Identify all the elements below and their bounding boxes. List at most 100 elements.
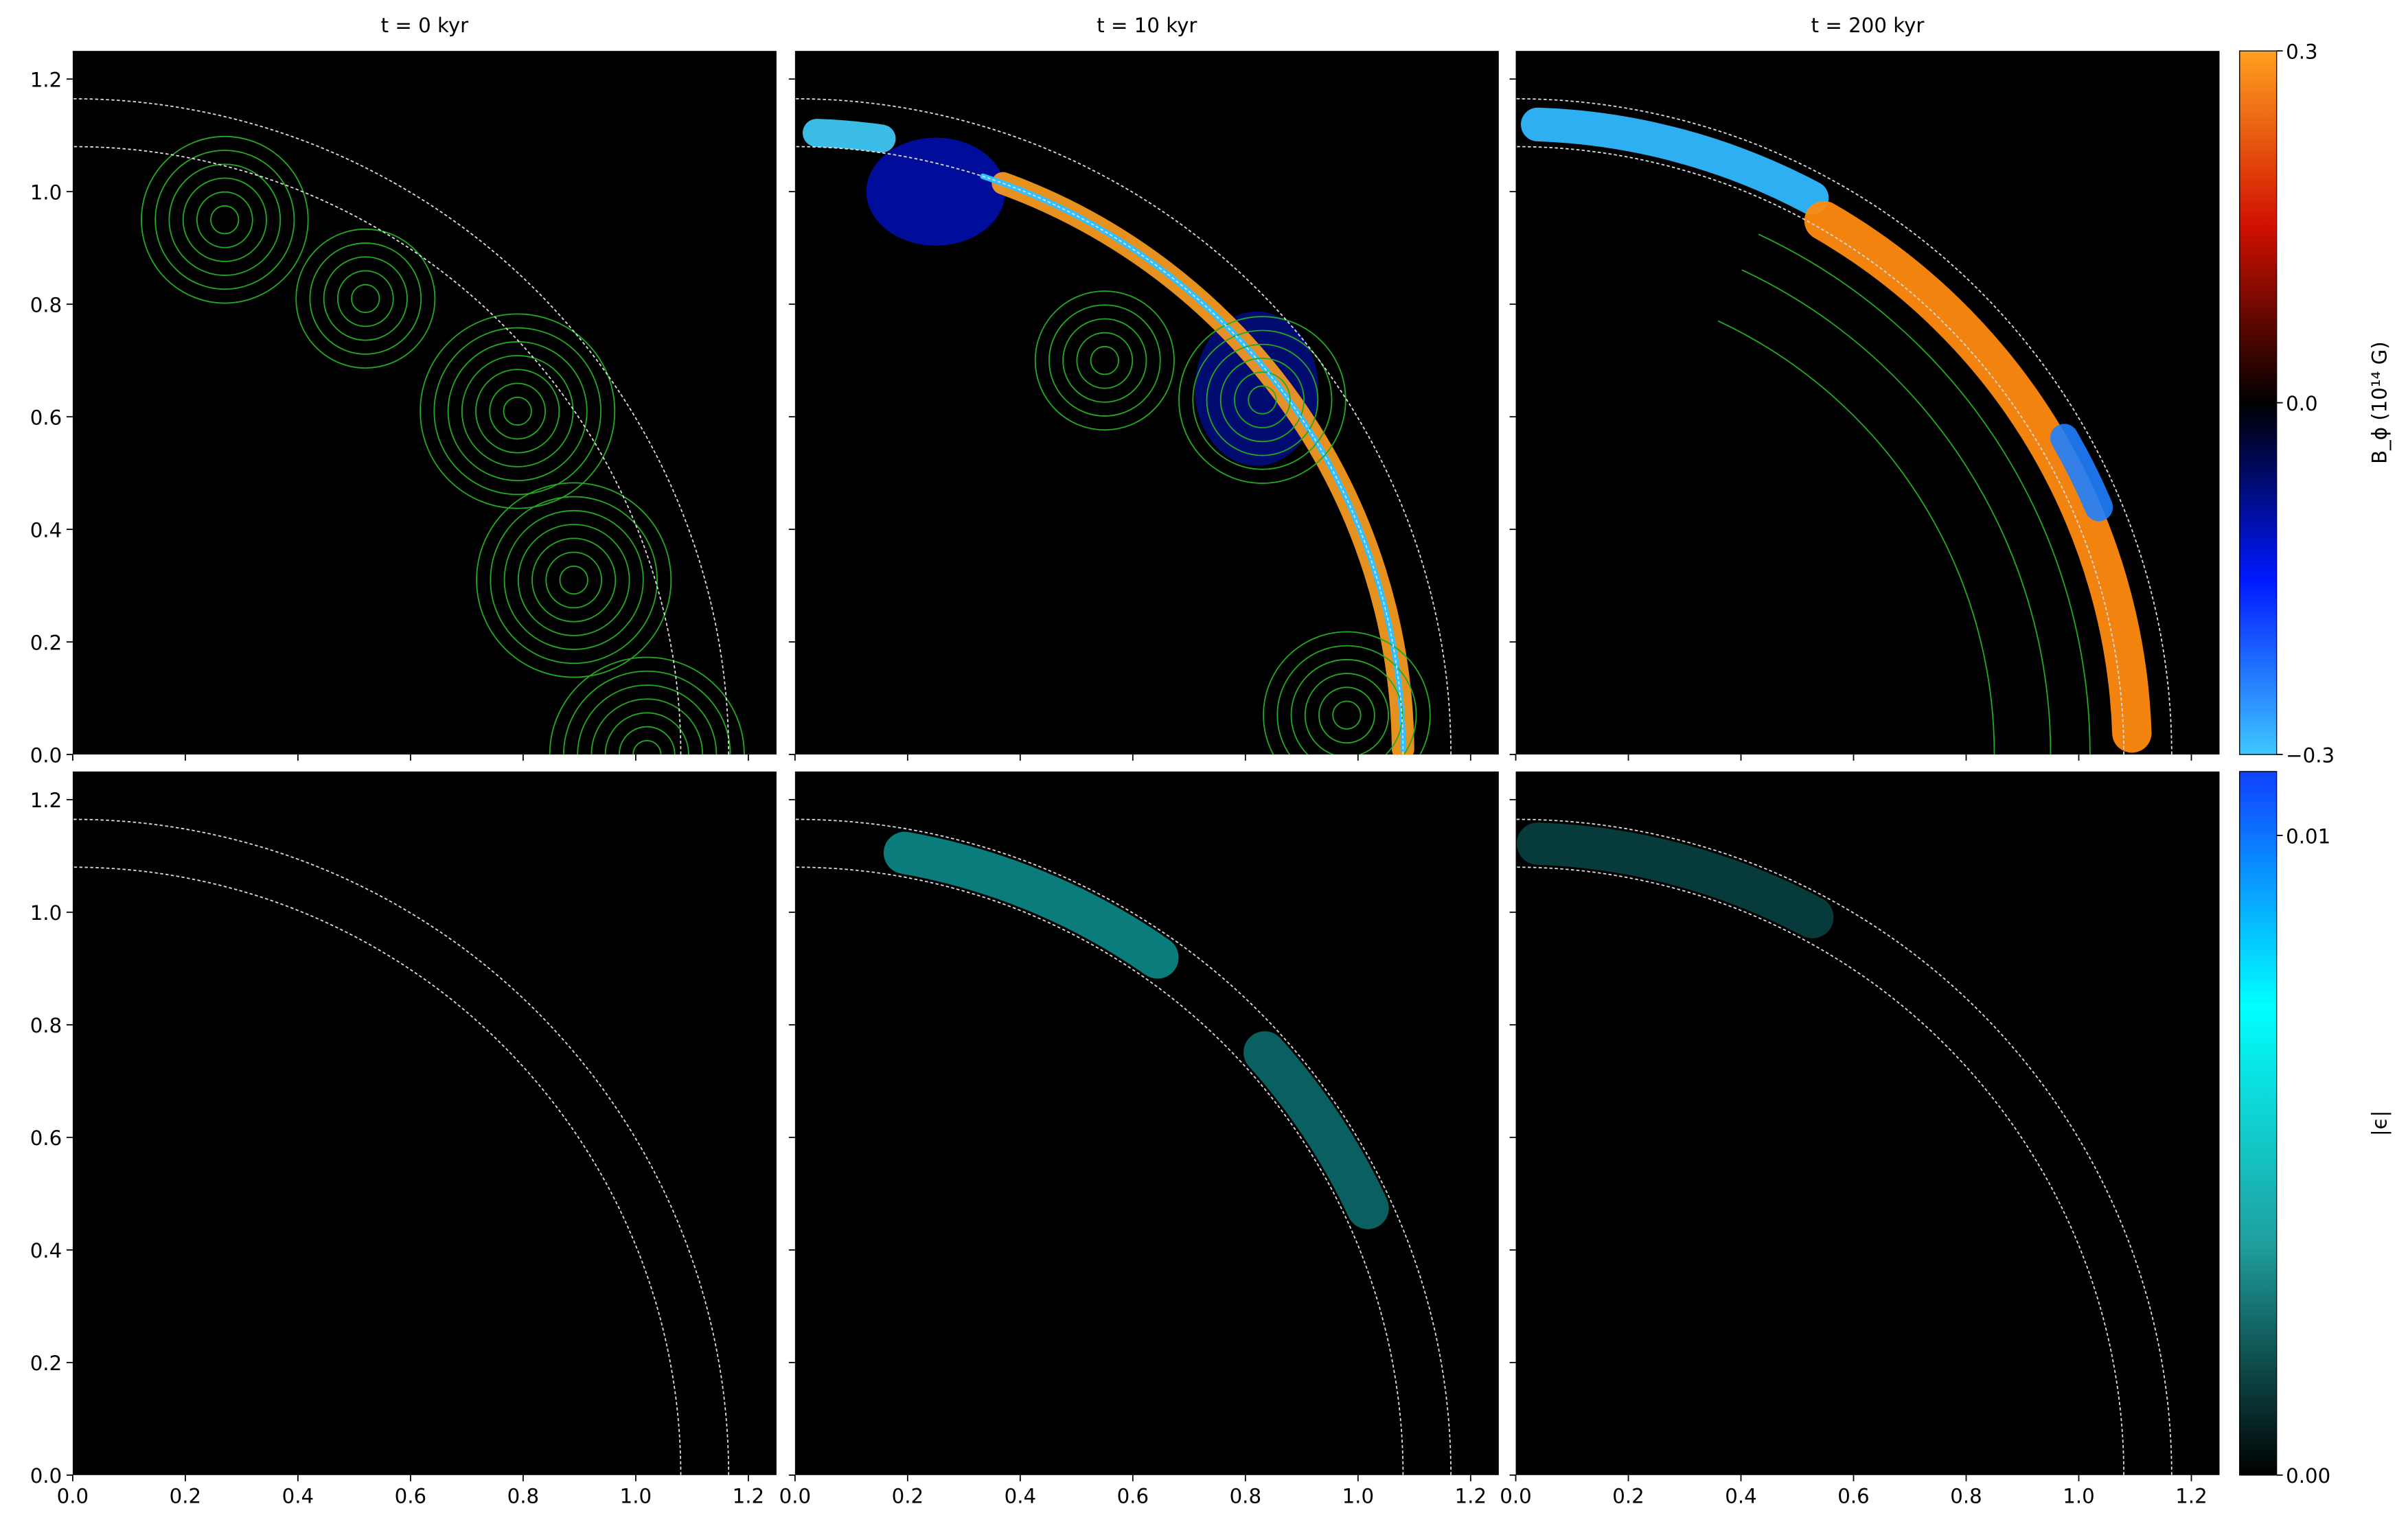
x-tick-label: 0.2 [1612,1484,1644,1507]
x-tick-label: 0.0 [57,1484,89,1507]
field-line [433,327,601,496]
field-line [461,355,574,467]
field-blob [1195,311,1319,466]
x-tick-label: 0.4 [1005,1484,1036,1507]
field-line [475,369,560,454]
field-line [503,509,644,650]
field-blob [866,137,1005,246]
panel-content [1515,818,2172,1475]
field-line [182,177,267,262]
x-tick-label: 0.0 [779,1484,811,1507]
y-tick-label: 0.8 [30,293,62,316]
y-tick-label: 1.0 [30,181,62,204]
y-tick-label: 1.2 [30,68,62,91]
field-band [2050,424,2113,522]
y-tick-label: 0.8 [30,1014,62,1037]
field-line [141,135,309,304]
x-tick-label: 1.0 [1342,1484,1374,1507]
shell-boundary [72,818,730,1475]
x-tick-label: 1.2 [2175,1484,2207,1507]
shell-boundary [1515,866,2124,1475]
shell-boundary [794,818,1452,1475]
panel-background [72,51,777,755]
colorbar-tick-label: 0.00 [2286,1464,2330,1488]
y-tick-label: 0.2 [30,631,62,654]
field-line [1048,304,1161,417]
field-line [309,242,422,355]
colorbar [2239,771,2278,1476]
strain-band [883,831,1179,979]
x-tick-label: 1.2 [1455,1484,1487,1507]
field-line [1304,673,1389,755]
field-line [476,482,672,678]
x-tick-label: 1.0 [2063,1484,2094,1507]
field-line [545,551,603,609]
field-line [531,537,617,623]
shell-boundary [1515,146,2124,755]
shell-boundary [794,97,1452,755]
field-line [336,270,394,327]
field-line [1234,371,1291,428]
shell-boundary [72,866,682,1475]
field-line [604,712,689,755]
x-tick-label: 0.8 [507,1484,539,1507]
field-line [154,150,295,290]
y-tick-label: 1.0 [30,901,62,925]
field-band [1804,200,2152,753]
colorbar-tick-label: 0.0 [2286,392,2317,415]
field-line [1090,346,1119,375]
colorbar-label: B_ϕ (10¹⁴ G) [2367,341,2391,464]
field-line [1248,385,1277,415]
field-line [1741,269,2052,755]
colorbar-tick-label: 0.01 [2286,824,2330,848]
field-band [802,119,896,153]
y-tick-label: 0.4 [30,518,62,542]
x-tick-label: 1.0 [620,1484,652,1507]
field-line [1219,357,1305,443]
x-tick-label: 0.6 [1117,1484,1149,1507]
panel-content [72,97,745,755]
panel-background [1515,771,2220,1475]
field-line [1263,631,1431,755]
field-line [1318,686,1375,744]
y-tick-label: 0.0 [30,743,62,767]
shell-boundary [72,146,682,755]
shell-boundary [1515,97,2172,755]
field-line [1276,645,1417,755]
y-tick-label: 0.0 [30,1464,62,1488]
shell-boundary [794,866,1404,1475]
x-tick-label: 0.4 [282,1484,314,1507]
panel-title: t = 200 kyr [1811,14,1925,37]
field-line [577,684,718,755]
field-line [1332,700,1362,730]
shell-boundary [1515,818,2172,1475]
colorbar [2239,50,2278,755]
strain-band [1516,822,1834,938]
x-tick-label: 0.6 [1837,1484,1869,1507]
field-line [447,340,588,482]
panel-background [794,771,1499,1475]
x-tick-label: 0.2 [892,1484,924,1507]
x-tick-label: 0.8 [1230,1484,1261,1507]
panel-content [72,818,730,1475]
colorbar-tick-label: 0.3 [2286,40,2317,63]
y-tick-label: 0.2 [30,1352,62,1375]
field-line [590,698,704,755]
field-line [168,163,282,276]
field-line [323,256,408,341]
y-tick-label: 0.6 [30,1126,62,1150]
y-tick-label: 0.6 [30,406,62,429]
field-line [420,313,616,509]
field-line [559,565,588,595]
field-line [489,382,547,440]
field-line [563,670,731,755]
field-line [1717,320,1995,755]
y-tick-label: 1.2 [30,789,62,812]
field-line [618,726,676,755]
x-tick-label: 0.6 [395,1484,426,1507]
field-line [1758,233,2091,755]
x-tick-label: 0.0 [1500,1484,1531,1507]
panel-content [794,818,1452,1475]
